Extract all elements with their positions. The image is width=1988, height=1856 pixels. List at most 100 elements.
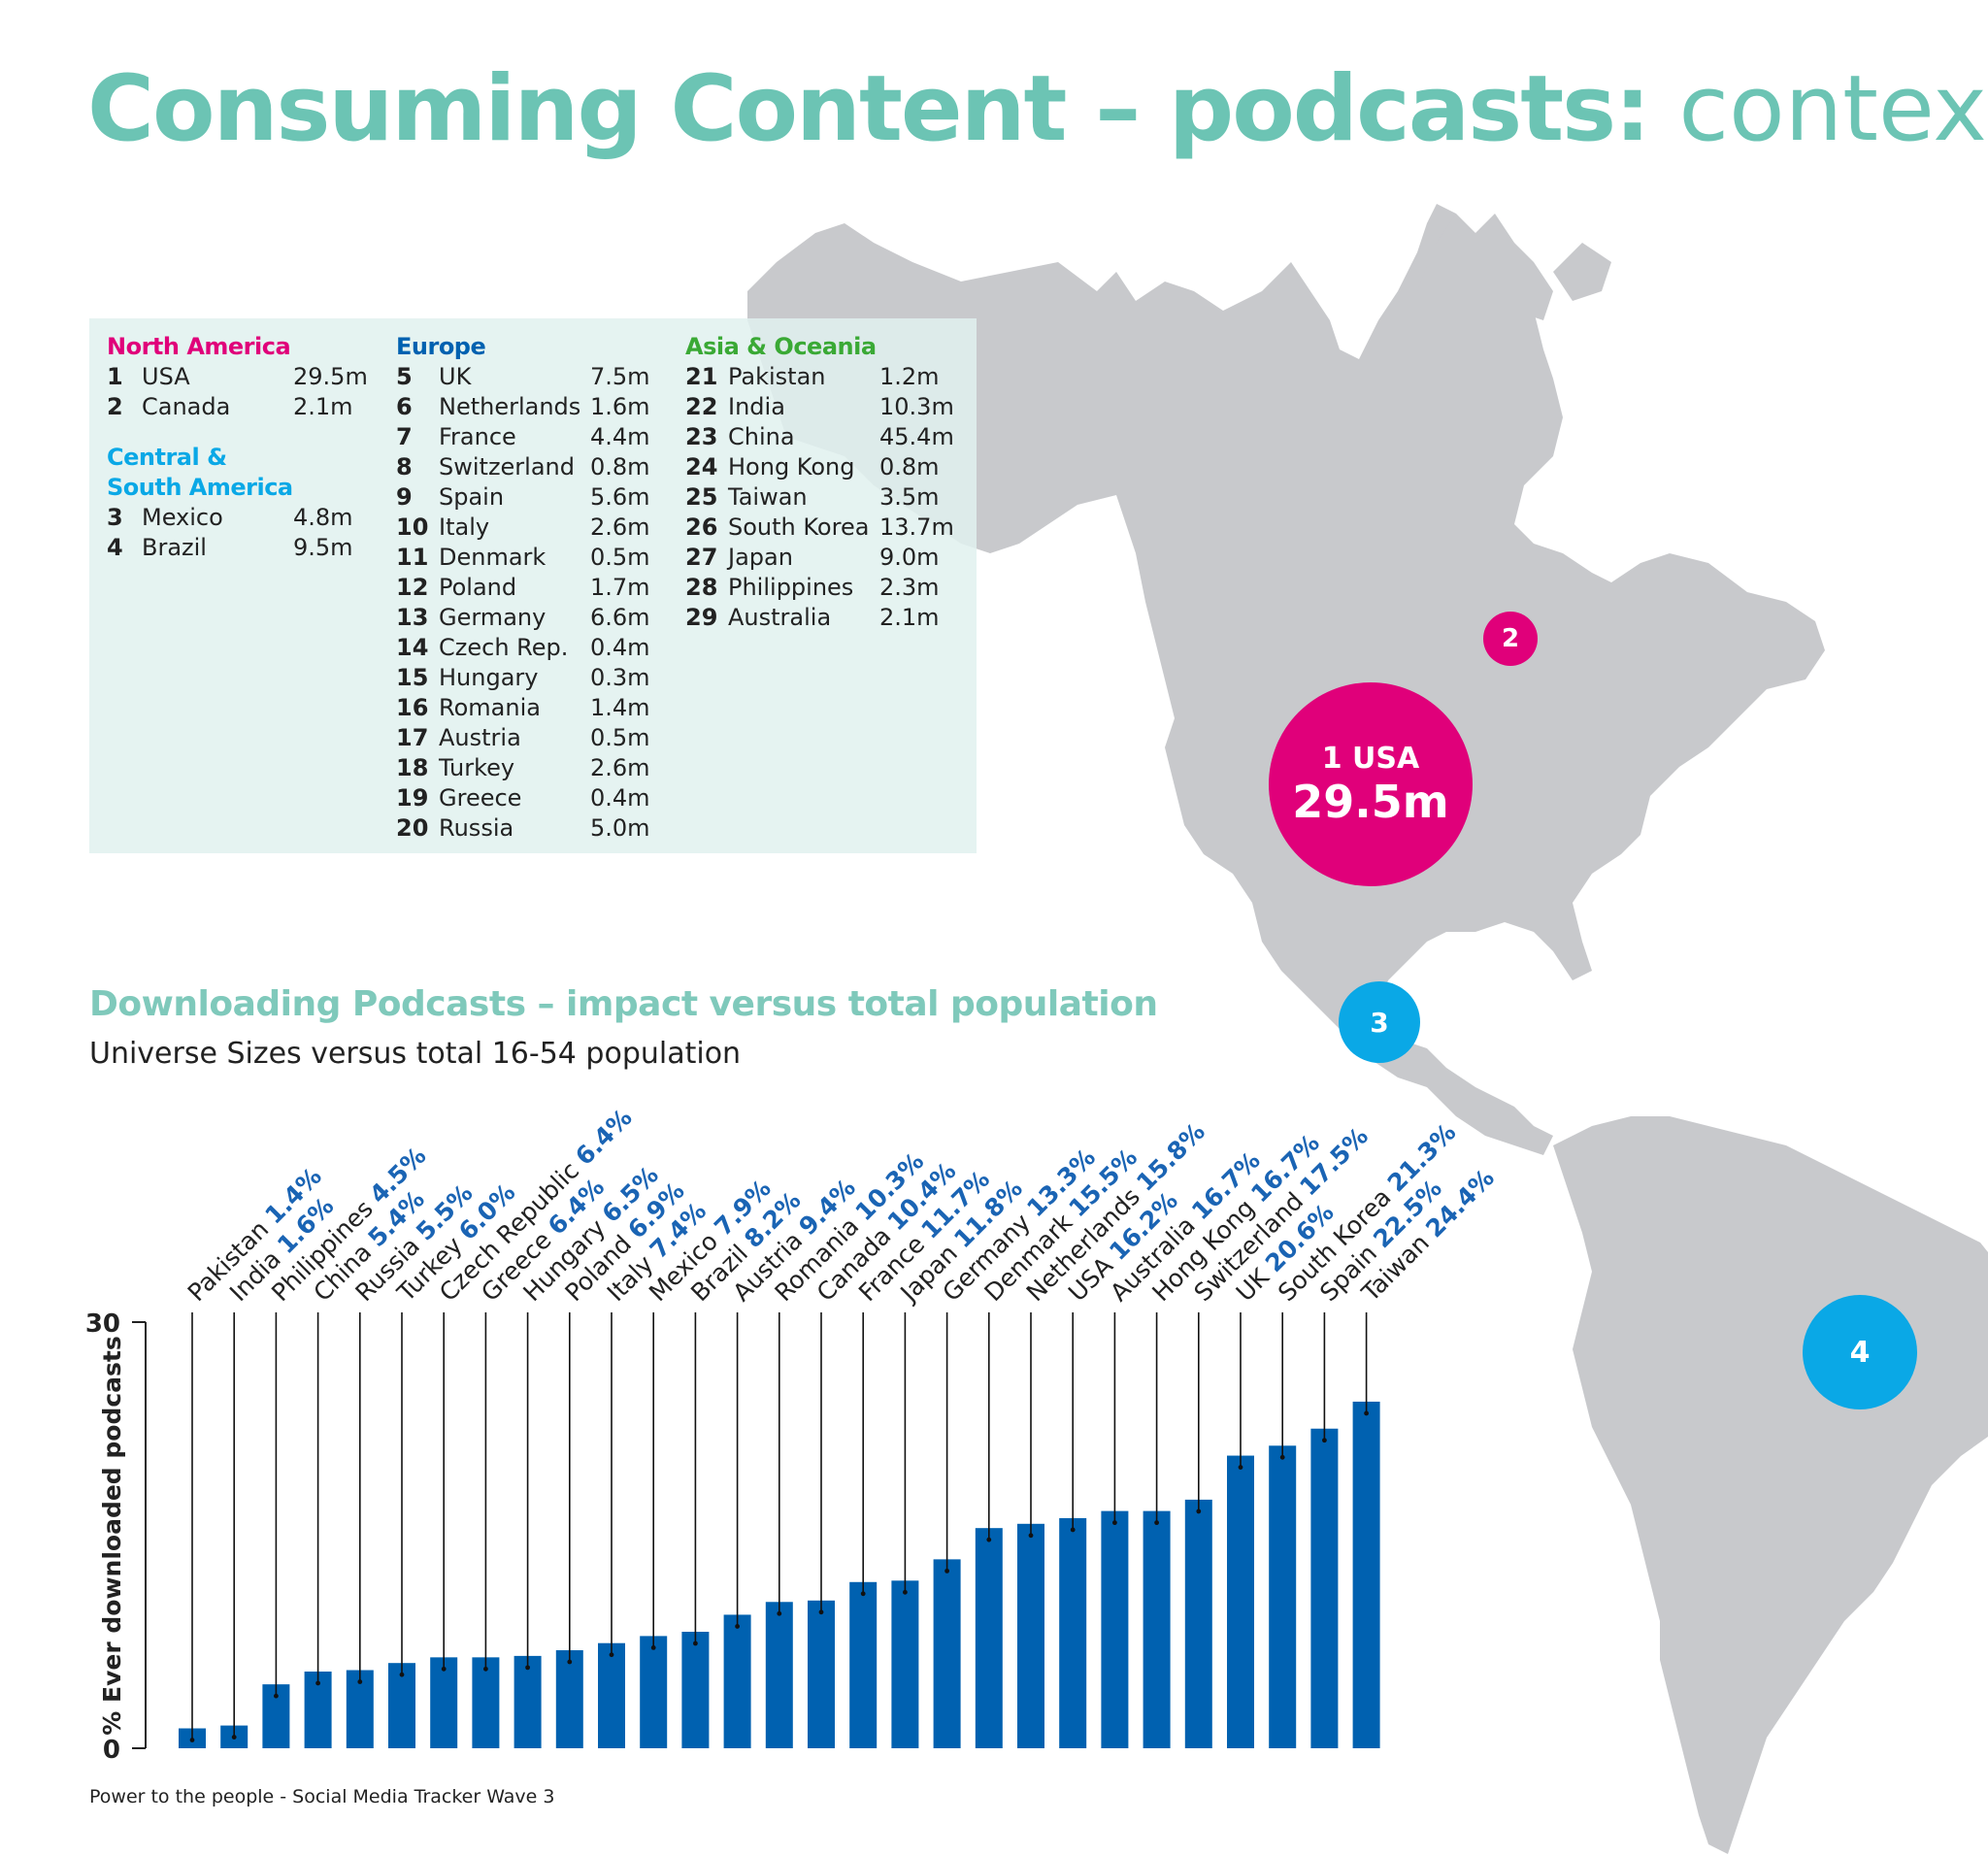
y-axis-label: % Ever downloaded podcasts	[98, 1336, 126, 1736]
row-country: Philippines	[728, 574, 854, 601]
bar-leader-dot	[818, 1609, 824, 1615]
brazil-bubble: 4	[1803, 1295, 1917, 1409]
row-country: Hungary	[439, 664, 539, 691]
row-value: 0.4m	[590, 634, 650, 661]
row-rank: 15	[396, 664, 429, 691]
row-rank: 1	[107, 363, 123, 390]
row-rank: 4	[107, 534, 123, 561]
row-value: 1.7m	[590, 574, 650, 601]
bar	[640, 1636, 668, 1748]
row-country: Japan	[728, 544, 793, 571]
row-value: 1.2m	[879, 363, 940, 390]
asia-list: 21 Pakistan 1.2m 22 India 10.3m 23 China 45.4m 24…	[685, 362, 967, 633]
bar-leader-dot	[189, 1738, 195, 1742]
bar-leader-dot	[1279, 1454, 1285, 1460]
row-rank: 17	[396, 724, 429, 751]
row-value: 2.1m	[879, 604, 940, 631]
bar	[598, 1642, 625, 1748]
row-country: Switzerland	[439, 453, 575, 481]
row-rank: 14	[396, 634, 429, 661]
bar	[555, 1650, 583, 1748]
bar-leader-dot	[315, 1680, 320, 1686]
greenland-tip-shape	[1553, 243, 1611, 301]
row-rank: 26	[685, 514, 718, 541]
table-row: 11 Denmark 0.5m	[396, 543, 668, 573]
bar-leader-dot	[650, 1644, 656, 1650]
row-rank: 22	[685, 393, 718, 420]
row-value: 7.5m	[590, 363, 650, 390]
bar	[430, 1657, 458, 1748]
table-row: 2 Canada 2.1m	[107, 392, 379, 422]
chart-subtitle-2: Universe Sizes versus total 16-54 popula…	[89, 1037, 742, 1071]
row-value: 9.0m	[879, 544, 940, 571]
row-country: Denmark	[439, 544, 547, 571]
bar-leader-dot	[735, 1624, 740, 1629]
row-value: 9.5m	[293, 534, 353, 561]
table-row: 14 Czech Rep. 0.4m	[396, 633, 668, 663]
row-rank: 10	[396, 514, 429, 541]
bar-leader-dot	[1154, 1520, 1159, 1526]
row-value: 6.6m	[590, 604, 650, 631]
bar	[514, 1655, 542, 1748]
row-value: 0.5m	[590, 724, 650, 751]
bar	[808, 1600, 835, 1748]
bar	[975, 1528, 1003, 1748]
table-row: 25 Taiwan 3.5m	[685, 482, 967, 513]
bar	[723, 1614, 751, 1748]
bar-leader-dot	[1070, 1527, 1076, 1533]
table-row: 13 Germany 6.6m	[396, 603, 668, 633]
bar-leader-dot	[693, 1641, 698, 1646]
bar	[1059, 1517, 1087, 1748]
row-value: 10.3m	[879, 393, 954, 420]
bar-value-label: 15.8%	[1131, 1117, 1210, 1197]
row-rank: 24	[685, 453, 718, 481]
bar-leader-dot	[357, 1679, 363, 1684]
title-main: Consuming Content – podcasts:	[87, 56, 1651, 162]
americas-column: North America 1 USA 29.5m 2 Canada 2.1m Centr…	[107, 332, 379, 563]
row-value: 0.8m	[590, 453, 650, 481]
row-country: South Korea	[728, 514, 870, 541]
table-row: 8 Switzerland 0.8m	[396, 452, 668, 482]
table-row: 7 France 4.4m	[396, 422, 668, 452]
row-rank: 7	[396, 423, 413, 450]
row-rank: 21	[685, 363, 718, 390]
row-country: Spain	[439, 483, 505, 511]
page-title: Consuming Content – podcasts: context	[87, 56, 1988, 162]
bar-leader-dot	[274, 1693, 279, 1699]
bar	[891, 1580, 919, 1748]
row-value: 3.5m	[879, 483, 940, 511]
europe-list: 5 UK 7.5m 6 Netherlands 1.6m 7 France 4.4m 8 Switz…	[396, 362, 668, 844]
row-country: Netherlands	[439, 393, 581, 420]
bar-leader-dot	[609, 1652, 614, 1658]
table-row: 18 Turkey 2.6m	[396, 753, 668, 783]
bar-leader-dot	[1112, 1520, 1117, 1526]
south-america-list: 3 Mexico 4.8m 4 Brazil 9.5m	[107, 503, 379, 563]
row-country: Turkey	[439, 754, 515, 781]
row-value: 0.5m	[590, 544, 650, 571]
usa-bubble-value: 29.5m	[1292, 775, 1449, 828]
row-value: 13.7m	[879, 514, 954, 541]
bar-leader-dot	[399, 1672, 405, 1677]
row-value: 29.5m	[293, 363, 368, 390]
row-value: 1.4m	[590, 694, 650, 721]
table-row: 23 China 45.4m	[685, 422, 967, 452]
table-row: 5 UK 7.5m	[396, 362, 668, 392]
row-country: Austria	[439, 724, 521, 751]
bar-leader-dot	[1322, 1438, 1327, 1443]
north-america-heading: North America	[107, 333, 291, 360]
row-value: 2.3m	[879, 574, 940, 601]
row-rank: 29	[685, 604, 718, 631]
table-row: 15 Hungary 0.3m	[396, 663, 668, 693]
bar	[1143, 1510, 1171, 1748]
row-value: 5.6m	[590, 483, 650, 511]
bar-leader-dot	[986, 1537, 992, 1542]
bar-leader-dot	[903, 1589, 908, 1595]
row-rank: 5	[396, 363, 413, 390]
table-row: 16 Romania 1.4m	[396, 693, 668, 723]
row-rank: 12	[396, 574, 429, 601]
south-america-heading-line2: South America	[107, 474, 293, 501]
row-rank: 25	[685, 483, 718, 511]
row-country: Taiwan	[728, 483, 808, 511]
table-row: 9 Spain 5.6m	[396, 482, 668, 513]
row-value: 4.8m	[293, 504, 353, 531]
